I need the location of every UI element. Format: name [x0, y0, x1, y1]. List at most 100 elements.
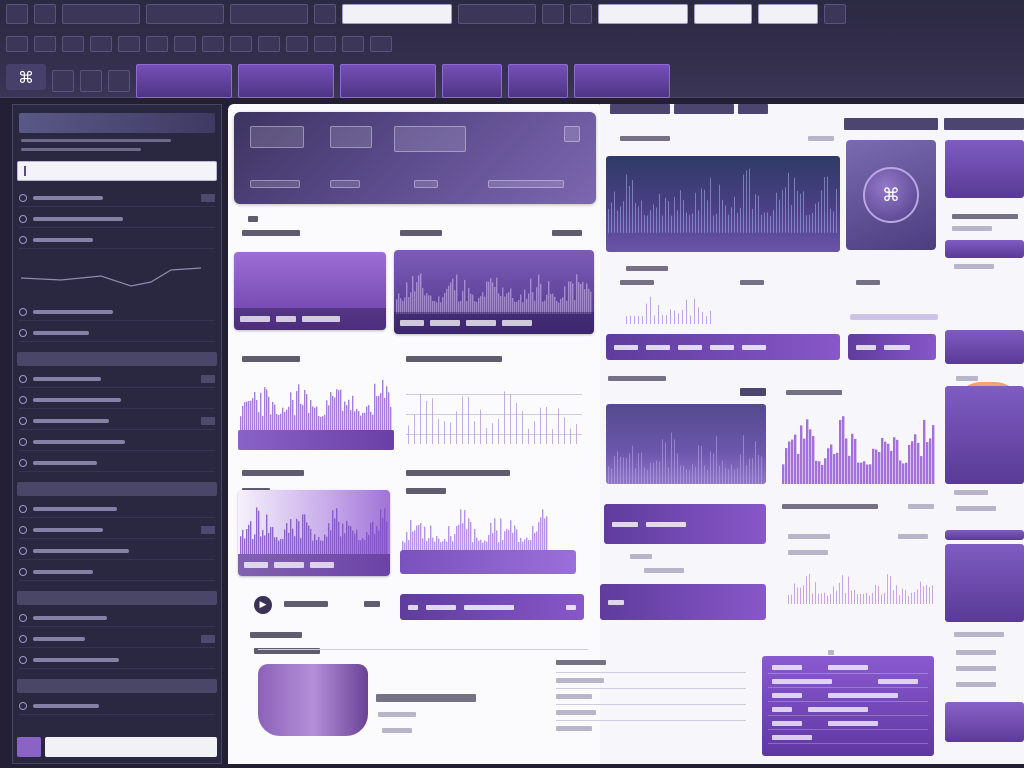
toolbar-button[interactable] — [570, 4, 592, 24]
sidebar-item[interactable] — [19, 521, 215, 539]
chart-control-pill[interactable] — [604, 504, 766, 544]
rail-card[interactable] — [945, 140, 1024, 198]
sidebar-footer-input[interactable] — [45, 737, 217, 757]
toolbar-button[interactable] — [34, 4, 56, 24]
tab-button[interactable] — [508, 64, 568, 98]
sidebar-item[interactable] — [19, 630, 215, 648]
tab-button[interactable] — [574, 64, 670, 98]
toolbar-button[interactable] — [286, 36, 308, 52]
toolbar-button[interactable] — [824, 4, 846, 24]
sidebar-item[interactable] — [19, 303, 215, 321]
rail-card[interactable] — [945, 544, 1024, 622]
table-row[interactable] — [768, 732, 928, 744]
sidebar-item[interactable] — [19, 231, 215, 249]
sidebar-group-header[interactable] — [17, 482, 217, 496]
media-card[interactable] — [238, 490, 390, 576]
sidebar-item[interactable] — [19, 370, 215, 388]
chart-control-pill[interactable] — [600, 584, 766, 620]
waveform-toolbar[interactable] — [400, 550, 576, 574]
rail-card[interactable] — [945, 386, 1024, 484]
toolbar-button[interactable] — [258, 36, 280, 52]
toolbar-button[interactable] — [62, 36, 84, 52]
right-tab[interactable] — [674, 104, 734, 114]
table-row[interactable] — [768, 704, 928, 716]
right-tab[interactable] — [738, 104, 768, 114]
waveform-panel[interactable] — [238, 372, 394, 452]
tab-button[interactable] — [136, 64, 232, 98]
header-icon-button[interactable] — [564, 126, 580, 142]
sidebar-item[interactable] — [19, 563, 215, 581]
toolbar-input[interactable] — [598, 4, 688, 24]
sidebar-item[interactable] — [19, 412, 215, 430]
sidebar-group-header[interactable] — [17, 591, 217, 605]
toolbar-button[interactable] — [6, 36, 28, 52]
player-control-bar[interactable] — [400, 594, 584, 620]
sidebar-group-header[interactable] — [17, 352, 217, 366]
toolbar-button[interactable] — [314, 36, 336, 52]
sidebar-item[interactable] — [19, 210, 215, 228]
chart-control-pill[interactable] — [606, 334, 840, 360]
logo-icon[interactable]: ⌘ — [6, 64, 46, 90]
data-table[interactable] — [762, 656, 934, 756]
rail-card[interactable] — [945, 702, 1024, 742]
toolbar-button[interactable] — [542, 4, 564, 24]
sidebar-group-header[interactable] — [17, 679, 217, 693]
toolbar-button[interactable] — [342, 36, 364, 52]
table-row[interactable] — [768, 690, 928, 702]
sidebar-item[interactable] — [19, 609, 215, 627]
right-tab[interactable] — [944, 118, 1024, 130]
sidebar-header[interactable] — [19, 113, 215, 133]
sidebar-item[interactable] — [19, 433, 215, 451]
toolbar-button[interactable] — [230, 4, 308, 24]
toolbar-button[interactable] — [34, 36, 56, 52]
rail-card[interactable] — [945, 240, 1024, 258]
toolbar-button[interactable] — [458, 4, 536, 24]
header-card[interactable] — [234, 112, 596, 204]
tab-button[interactable] — [238, 64, 334, 98]
toolbar-button[interactable] — [6, 4, 28, 24]
right-tab[interactable] — [610, 104, 670, 114]
chip[interactable] — [740, 388, 766, 396]
logo-tile[interactable]: ⌘ — [846, 140, 936, 250]
media-card[interactable] — [234, 252, 386, 330]
toolbar-button[interactable] — [202, 36, 224, 52]
sidebar-item[interactable] — [19, 697, 215, 715]
sidebar-item[interactable] — [19, 189, 215, 207]
media-card[interactable] — [394, 250, 594, 334]
sidebar-item[interactable] — [19, 500, 215, 518]
tab-button[interactable] — [442, 64, 502, 98]
toolbar-button[interactable] — [90, 36, 112, 52]
toolbar-button[interactable] — [146, 4, 224, 24]
tab-button[interactable] — [340, 64, 436, 98]
toolbar-button[interactable] — [108, 70, 130, 92]
rail-card[interactable] — [945, 330, 1024, 364]
sidebar-item[interactable] — [19, 324, 215, 342]
sidebar-footer-button[interactable] — [17, 737, 41, 757]
sidebar-item[interactable] — [19, 542, 215, 560]
artwork-thumbnail[interactable] — [258, 664, 368, 736]
spectrum-chart[interactable] — [606, 156, 840, 252]
chart-control-pill[interactable] — [848, 334, 936, 360]
toolbar-button[interactable] — [62, 4, 140, 24]
waveform-panel[interactable] — [400, 504, 576, 576]
table-row[interactable] — [768, 676, 928, 688]
rail-card[interactable] — [945, 530, 1024, 540]
toolbar-input[interactable] — [342, 4, 452, 24]
toolbar-button[interactable] — [230, 36, 252, 52]
table-row[interactable] — [768, 662, 928, 674]
toolbar-input[interactable] — [758, 4, 818, 24]
play-icon[interactable]: ▶ — [254, 596, 272, 614]
toolbar-button[interactable] — [314, 4, 336, 24]
waveform-toolbar[interactable] — [238, 430, 394, 450]
toolbar-button[interactable] — [370, 36, 392, 52]
toolbar-button[interactable] — [174, 36, 196, 52]
toolbar-input[interactable] — [694, 4, 752, 24]
table-row[interactable] — [768, 718, 928, 730]
sidebar-item[interactable] — [19, 454, 215, 472]
toolbar-button[interactable] — [146, 36, 168, 52]
toolbar-button[interactable] — [118, 36, 140, 52]
sidebar-item[interactable] — [19, 391, 215, 409]
spectrum-chart[interactable] — [606, 404, 766, 484]
toolbar-button[interactable] — [80, 70, 102, 92]
toolbar-button[interactable] — [52, 70, 74, 92]
